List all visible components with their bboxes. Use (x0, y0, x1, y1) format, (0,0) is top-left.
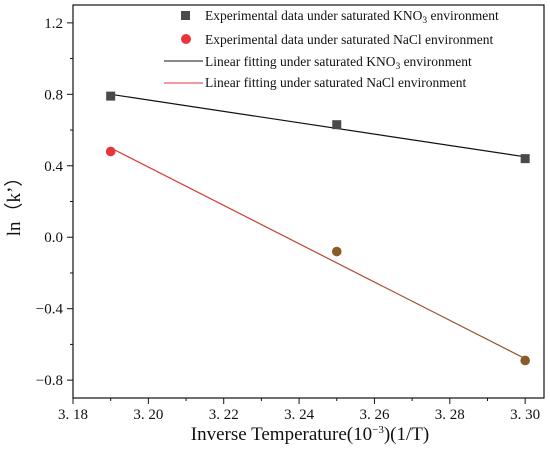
legend-marker-knO3-data (181, 11, 190, 20)
nacl-data-point (520, 355, 530, 366)
y-tick-label: 0.0 (44, 230, 63, 246)
x-tick-label: 3. 30 (510, 407, 540, 423)
y-tick-label: 1.2 (44, 16, 63, 32)
data-marks (105, 91, 530, 366)
x-tick-label: 3. 24 (284, 407, 315, 423)
legend: Experimental data under saturated KNO3 e… (164, 8, 499, 90)
y-tick-label: 0.4 (44, 159, 63, 175)
x-tick-label: 3. 18 (58, 407, 88, 423)
legend-label-kno3-data: Experimental data under saturated KNO3 e… (205, 8, 499, 26)
y-tick-label: 0.8 (44, 87, 63, 103)
legend-label-nacl-fit: Linear fitting under saturated NaCl envi… (205, 75, 467, 90)
legend-label-kno3-fit: Linear fitting under saturated KNO3 envi… (205, 54, 472, 72)
y-axis-ticks: 1.2 0.8 0.4 0.0 −0.4 −0.8 (36, 16, 73, 389)
nacl-fit-line (110, 147, 526, 360)
x-axis-ticks: 3. 18 3. 20 3. 22 3. 24 3. 26 3. 28 3. 30 (58, 398, 540, 423)
legend-label-nacl-data: Experimental data under saturated NaCl e… (205, 32, 494, 47)
x-axis-title: Inverse Temperature(10−3)(1/T) (191, 424, 429, 445)
y-axis-title: ln（k’） (3, 168, 25, 237)
kno3-data-point (332, 120, 342, 130)
kno3-data-point (106, 91, 116, 101)
y-tick-label: −0.4 (36, 302, 64, 318)
kno3-data-point (520, 154, 530, 164)
legend-marker-nacl-data (181, 34, 191, 44)
kno3-fit-line (110, 93, 526, 158)
x-tick-label: 3. 28 (435, 407, 465, 423)
x-tick-label: 3. 22 (209, 407, 239, 423)
y-tick-label: −0.8 (36, 373, 63, 389)
x-tick-label: 3. 26 (359, 407, 390, 423)
nacl-data-point (331, 246, 342, 257)
nacl-data-point (105, 146, 116, 157)
x-tick-label: 3. 20 (133, 407, 163, 423)
